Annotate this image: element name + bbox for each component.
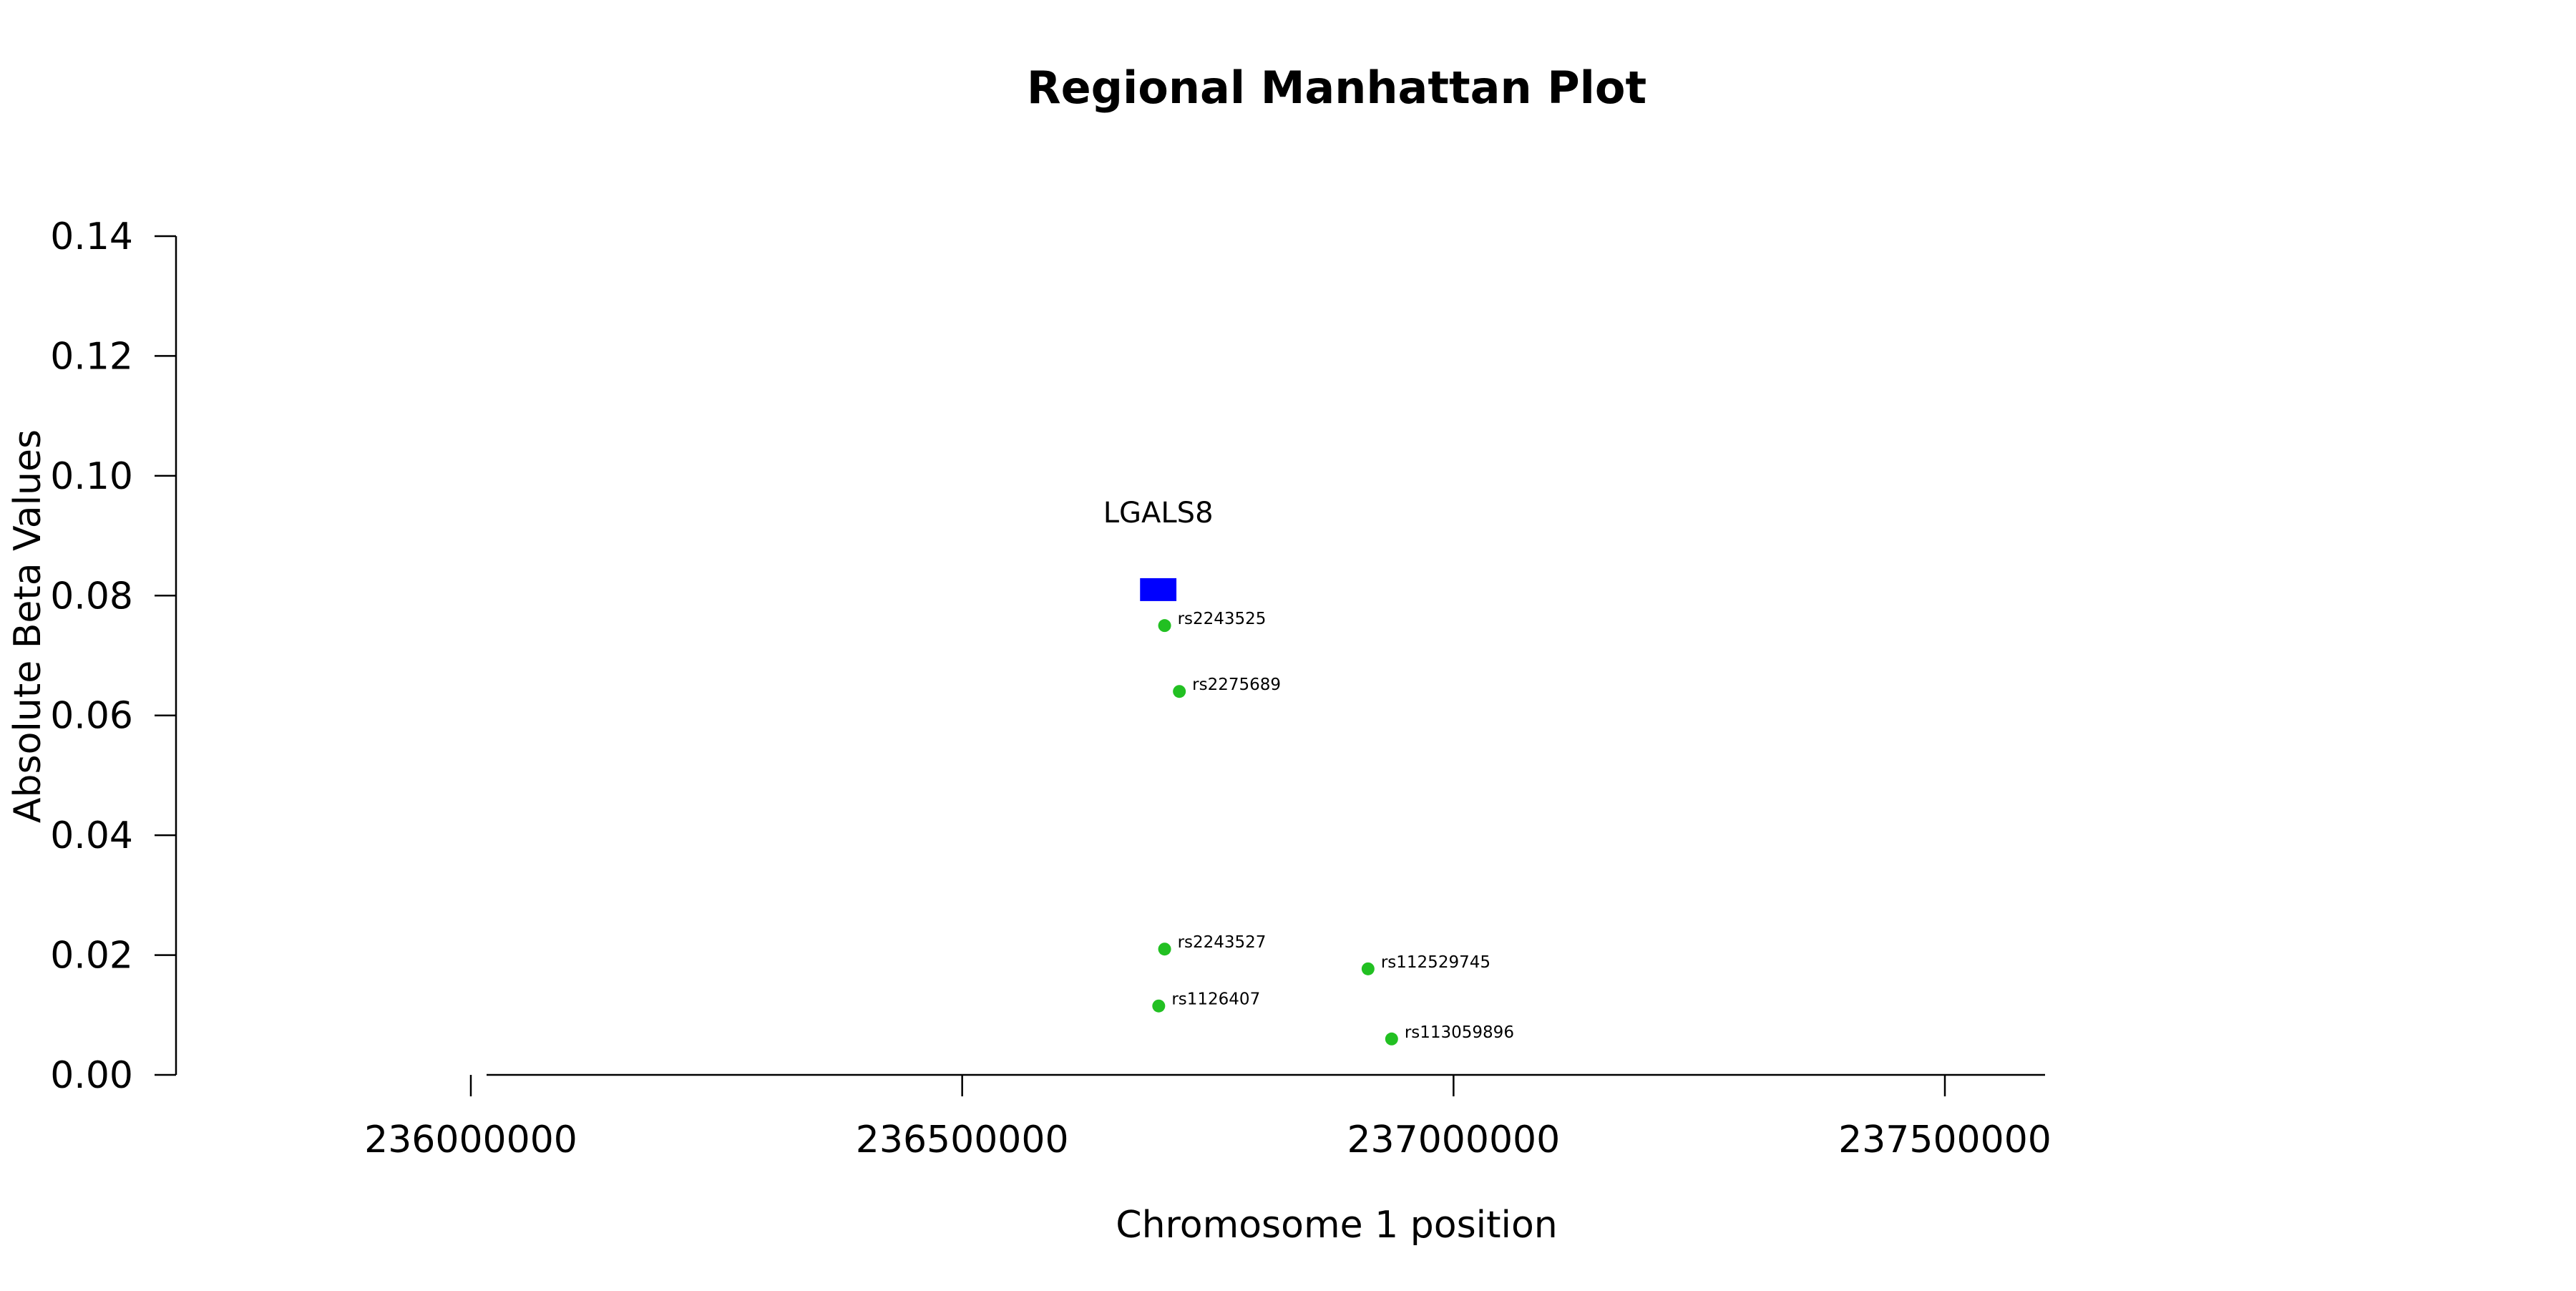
y-tick-label: 0.04: [50, 814, 133, 857]
x-tick-label: 237500000: [1838, 1119, 2051, 1161]
snp-point: [1158, 942, 1171, 956]
x-tick-label: 237000000: [1347, 1119, 1560, 1161]
snp-label: rs112529745: [1381, 953, 1491, 972]
x-axis: 236000000 236500000 237000000 237500000: [364, 1073, 2051, 1161]
gene-track: LGALS8: [1103, 497, 1214, 601]
gene-box: [1140, 578, 1177, 601]
snp-points: rs2243525 rs2275689 rs2243527 rs1126407 rs11…: [1152, 610, 1514, 1046]
x-tick-label: 236000000: [364, 1119, 577, 1161]
snp-point: [1361, 962, 1375, 975]
y-tick-label: 0.14: [50, 215, 133, 258]
y-tick-label: 0.08: [50, 575, 133, 618]
y-axis-label: Absolute Beta Values: [6, 429, 49, 823]
y-tick-label: 0.10: [50, 455, 133, 498]
snp-label: rs1126407: [1171, 990, 1260, 1009]
snp-point: [1158, 619, 1171, 633]
gene-label: LGALS8: [1103, 497, 1214, 530]
x-tick-label: 236500000: [856, 1119, 1069, 1161]
snp-point: [1152, 999, 1166, 1013]
y-axis: 0.00 0.02 0.04 0.06 0.08 0.10 0.12 0.14: [50, 215, 177, 1097]
y-tick-label: 0.12: [50, 335, 133, 378]
y-tick-label: 0.02: [50, 935, 133, 978]
snp-label: rs2243525: [1178, 610, 1267, 628]
snp-label: rs113059896: [1405, 1023, 1514, 1042]
y-tick-label: 0.00: [50, 1054, 133, 1097]
y-tick-label: 0.06: [50, 695, 133, 738]
x-axis-label: Chromosome 1 position: [1116, 1204, 1557, 1247]
snp-label: rs2275689: [1192, 676, 1281, 694]
snp-point: [1173, 685, 1186, 698]
snp-point: [1385, 1032, 1398, 1046]
snp-label: rs2243527: [1178, 933, 1267, 952]
chart-title: Regional Manhattan Plot: [1027, 62, 1646, 114]
